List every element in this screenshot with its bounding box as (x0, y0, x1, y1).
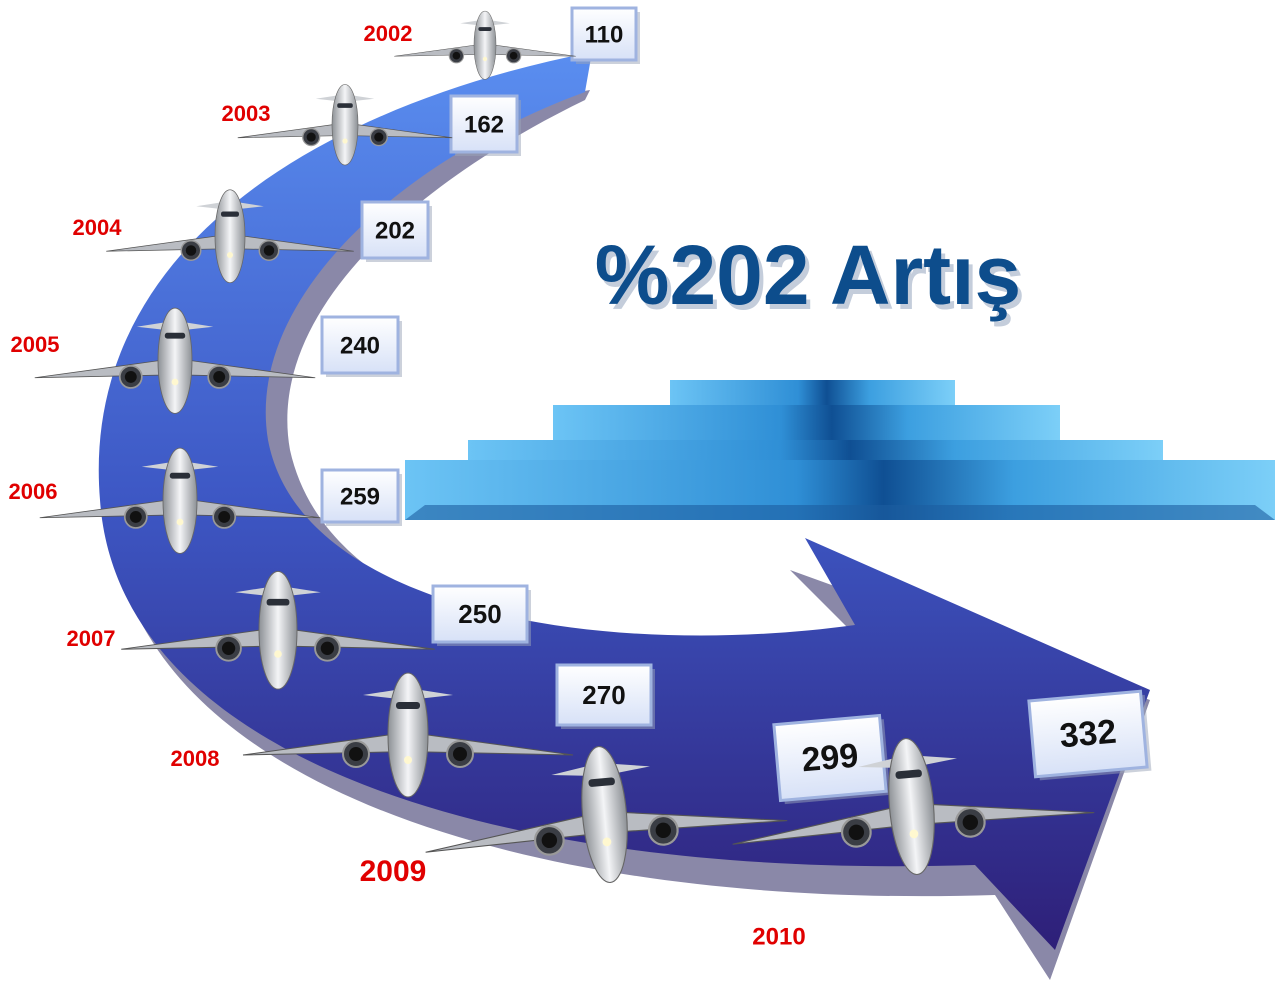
engine-fan (374, 133, 383, 142)
infographic: %202 Artış %202 Artış 200211020031622004… (0, 0, 1280, 988)
value-box: 332 (1029, 691, 1152, 781)
engine-fan (307, 133, 316, 142)
value-label: 202 (375, 217, 415, 244)
value-box: 162 (451, 96, 521, 156)
value-label: 332 (1058, 713, 1118, 756)
title: %202 Artış (595, 228, 1021, 322)
year-label: 2004 (73, 215, 123, 240)
year-label: 2007 (67, 626, 116, 651)
value-box: 250 (433, 586, 531, 646)
cockpit (221, 212, 239, 217)
landing-light (483, 57, 487, 61)
year-label: 2006 (9, 479, 58, 504)
fuselage (259, 571, 297, 689)
value-box: 202 (362, 202, 432, 262)
value-box: 110 (572, 8, 640, 64)
engine-fan (264, 245, 275, 256)
cockpit (396, 702, 420, 709)
value-label: 259 (340, 483, 380, 510)
fuselage (474, 11, 496, 79)
engine-fan (321, 642, 334, 655)
engine-fan (186, 245, 197, 256)
fuselage (163, 448, 197, 553)
value-box: 299 (774, 715, 891, 804)
engine-fan (349, 747, 363, 761)
value-label: 250 (458, 599, 501, 629)
cockpit (170, 473, 190, 479)
engine-fan (453, 747, 467, 761)
cockpit (478, 27, 491, 31)
year-label: 2009 (360, 855, 427, 888)
engine-fan (510, 52, 518, 60)
value-box: 259 (322, 470, 402, 526)
cockpit (165, 333, 185, 339)
year-label: 2010 (752, 923, 805, 950)
engine-fan (125, 371, 137, 383)
landing-light (274, 650, 282, 658)
engine-fan (130, 511, 142, 523)
value-label: 162 (464, 111, 504, 138)
landing-light (177, 519, 184, 526)
cockpit (337, 103, 353, 108)
engine-fan (218, 511, 230, 523)
value-label: 240 (340, 332, 380, 359)
year-label: 2005 (11, 332, 60, 357)
value-box: 240 (322, 317, 402, 377)
landing-light (342, 138, 347, 143)
value-box: 270 (557, 665, 655, 729)
cockpit (267, 599, 290, 606)
landing-light (404, 756, 412, 764)
year-label: 2008 (171, 746, 220, 771)
engine-fan (453, 52, 461, 60)
value-label: 270 (582, 680, 625, 710)
year-label: 2002 (364, 21, 413, 46)
landing-light (172, 379, 179, 386)
landing-light (227, 252, 233, 258)
fuselage (215, 190, 245, 283)
engine-fan (222, 642, 235, 655)
fuselage (388, 673, 428, 797)
fuselage (158, 308, 192, 413)
podium (405, 380, 1275, 520)
fuselage (332, 84, 358, 165)
value-label: 110 (585, 21, 624, 48)
value-label: 299 (800, 737, 860, 780)
engine-fan (213, 371, 225, 383)
year-label: 2003 (222, 101, 271, 126)
